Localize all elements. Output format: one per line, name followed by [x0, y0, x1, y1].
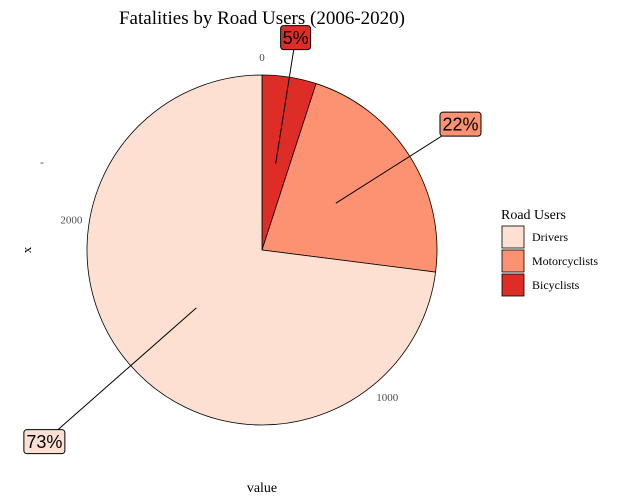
legend-label-drivers: Drivers: [532, 230, 568, 244]
legend-title: Road Users: [501, 208, 566, 223]
y-axis-tick-label: -: [40, 155, 44, 169]
callout-box: [439, 111, 482, 137]
radial-tick-label: 0: [259, 52, 265, 64]
radial-tick-labels: 0 1000 2000: [60, 52, 398, 404]
pie-slices: [86, 74, 438, 426]
callout-line: [275, 37, 297, 164]
slice-percent-label: 22%: [442, 115, 478, 135]
callout-line: [44, 307, 197, 443]
legend-swatch-drivers: [501, 225, 525, 249]
legend-items: Drivers Motorcyclists Bicyclists: [501, 225, 598, 297]
slice-percent-label: 73%: [26, 432, 62, 452]
legend-swatch-bicyclists: [501, 273, 525, 297]
legend-swatch-motorcyclists: [501, 249, 525, 273]
legend-label-motorcyclists: Motorcyclists: [532, 254, 598, 268]
callout-line: [335, 123, 461, 204]
radial-tick-label: 1000: [376, 392, 399, 404]
y-axis-title: x: [19, 246, 34, 253]
callout-box: [280, 25, 312, 51]
legend: Road Users Drivers Motorcyclists Bicyclist…: [501, 208, 598, 297]
callout-box: [23, 429, 66, 455]
chart-title: Fatalities by Road Users (2006-2020): [119, 8, 405, 29]
slice-callouts: 5% 22% 73%: [23, 25, 482, 455]
x-axis-title: value: [247, 481, 277, 496]
legend-label-bicyclists: Bicyclists: [532, 278, 580, 292]
radial-tick-label: 2000: [60, 215, 83, 227]
slice-percent-label: 5%: [283, 28, 309, 48]
